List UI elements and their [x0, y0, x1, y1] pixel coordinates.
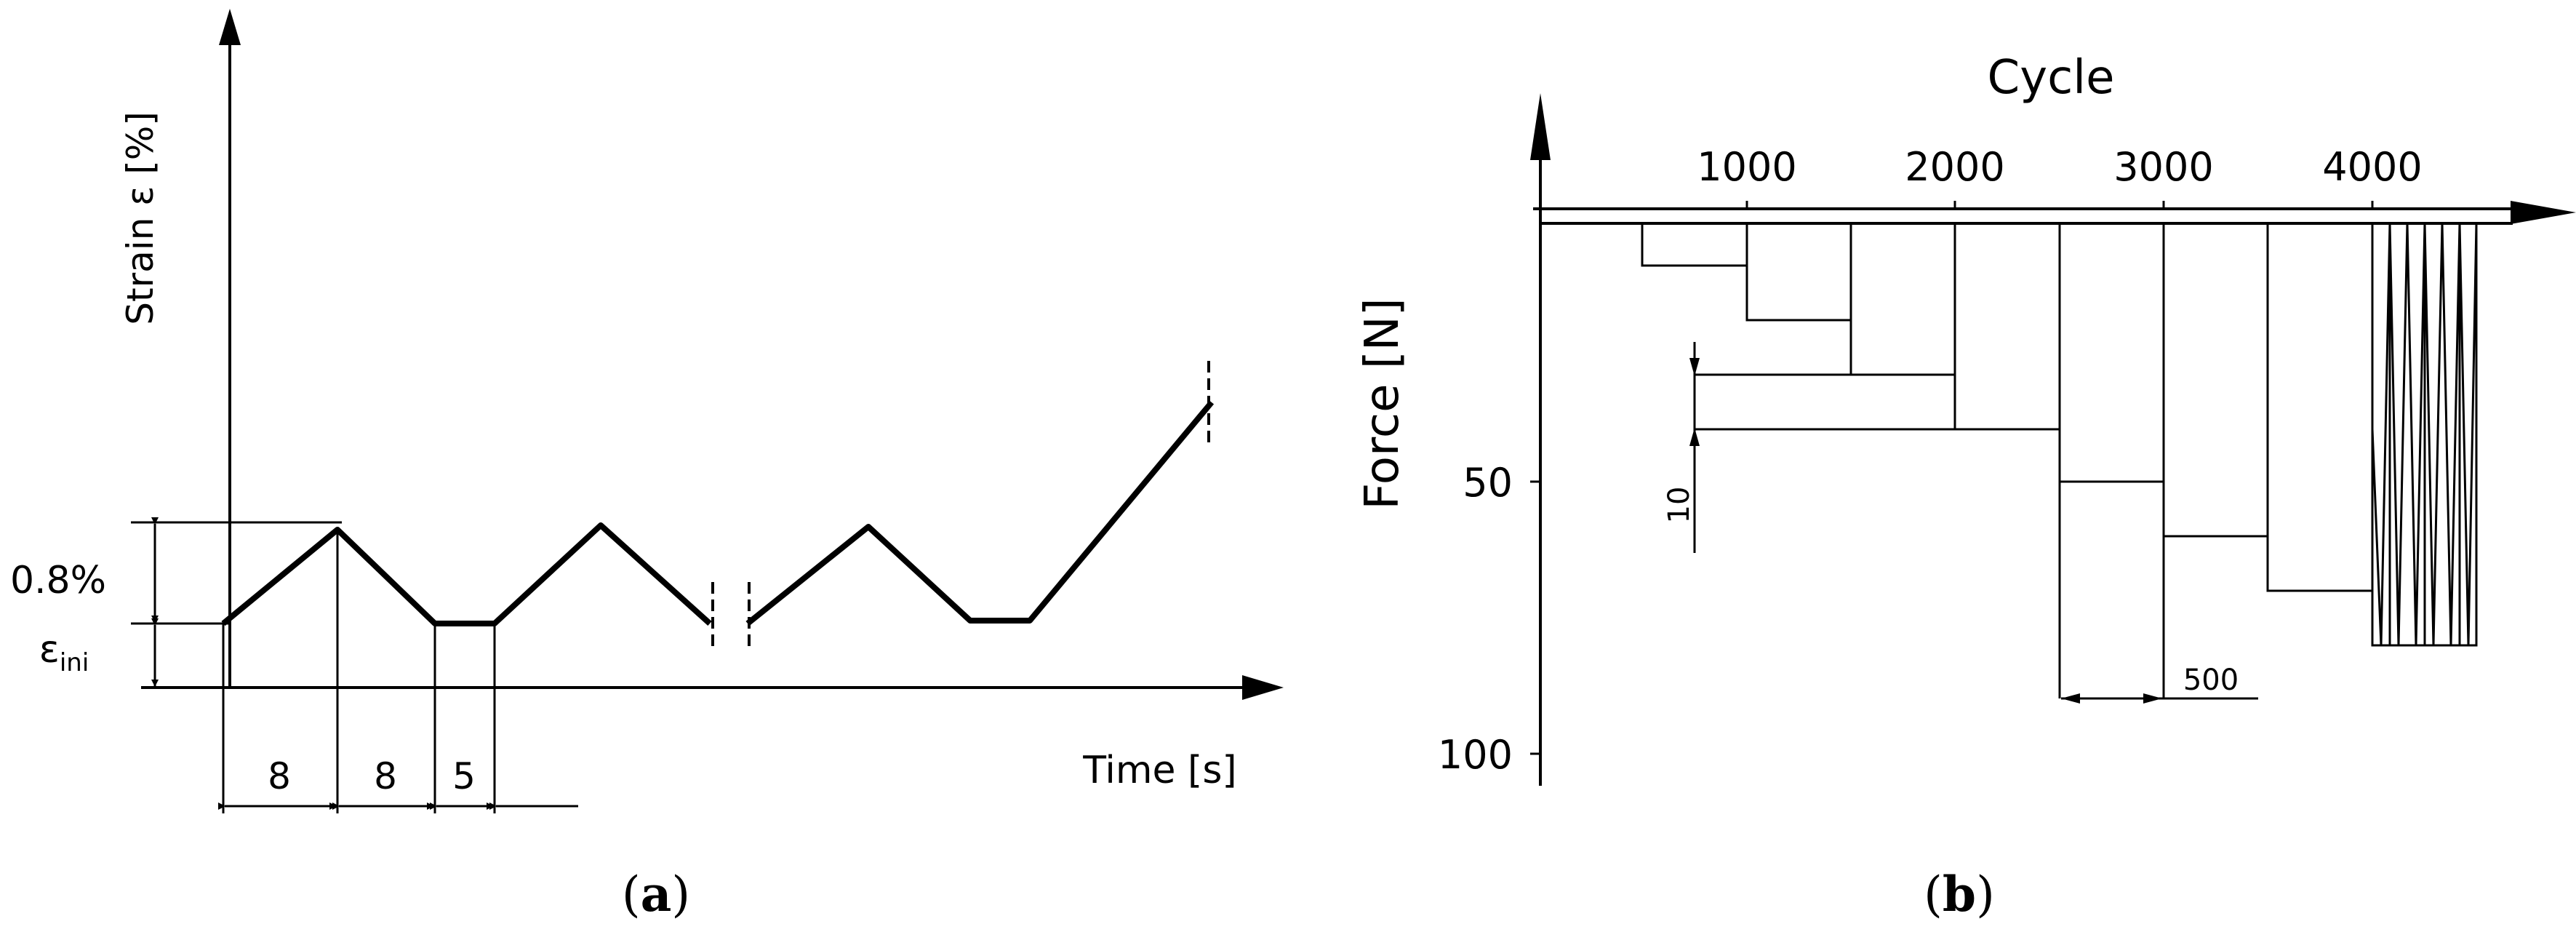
initial-strain-label: εini: [39, 628, 89, 677]
duration-label-3: 5: [452, 755, 476, 797]
strain-waveform-segment-1: [221, 522, 712, 626]
strain-axis-label: Strain ε [%]: [119, 111, 161, 324]
strain-waveform-segment-2: [745, 400, 1215, 626]
time-axis-label: Time [s]: [1082, 749, 1236, 792]
force-axis-label: Force [N]: [1356, 298, 1409, 509]
cycle-tick-label-1000: 1000: [1697, 144, 1796, 190]
time-axis-arrowhead: [1242, 675, 1284, 700]
cycle-tick-label-4000: 4000: [2322, 144, 2422, 190]
panel-a: Strain ε [%] Time [s] 0.8% εini 8 8 5 (a…: [10, 9, 1284, 923]
caption-a: (a): [622, 866, 690, 923]
cycle-axis-title: Cycle: [1988, 51, 2115, 105]
cycle-tick-label-3000: 3000: [2113, 144, 2213, 190]
cycle-dim-arrow-left: [2061, 693, 2080, 704]
caption-b: (b): [1924, 866, 1995, 923]
cycle-axis-arrowhead: [2511, 201, 2576, 224]
force-dim-arrow-top: [1689, 358, 1700, 376]
force-staircase: [1540, 222, 2476, 647]
cycle-dim-arrow-right: [2143, 693, 2162, 704]
duration-label-1: 8: [268, 755, 291, 797]
amplitude-label: 0.8%: [10, 559, 106, 602]
force-tick-label-100: 100: [1438, 732, 1513, 778]
force-tick-label-50: 50: [1463, 460, 1513, 506]
strain-axis-arrowhead: [219, 9, 241, 45]
duration-label-2: 8: [374, 755, 397, 797]
panel-b: Cycle 1000 2000 3000 4000 50 100 Force […: [1356, 51, 2576, 923]
cycle-tick-label-2000: 2000: [1905, 144, 2004, 190]
force-step-label: 10: [1663, 487, 1696, 524]
cycle-step-label: 500: [2183, 664, 2239, 697]
force-dim-arrow-bottom: [1689, 428, 1700, 446]
force-axis-arrowhead: [1530, 93, 1551, 160]
